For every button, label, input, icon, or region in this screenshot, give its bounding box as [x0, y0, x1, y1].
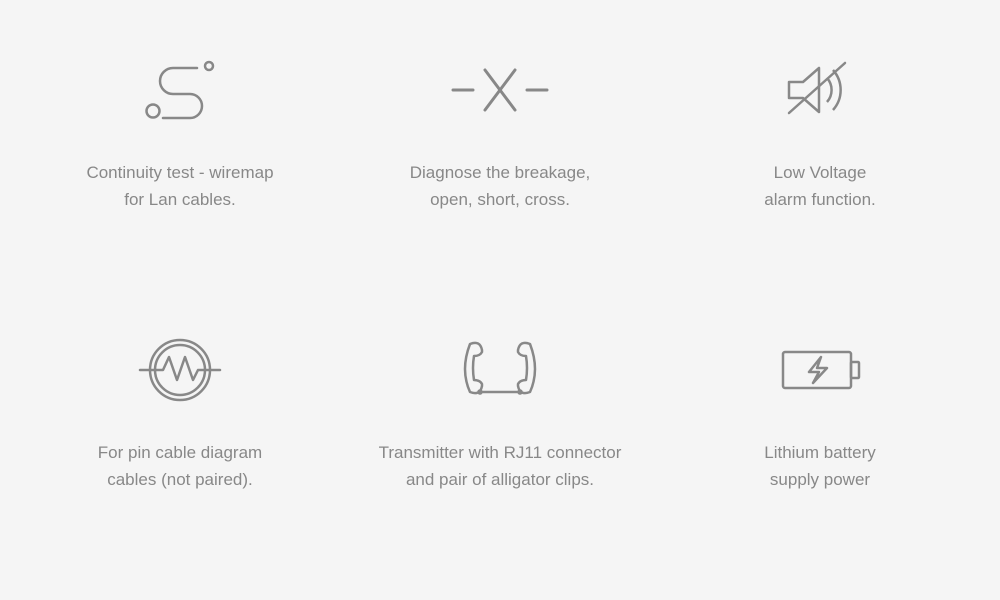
feature-item: Lithium battery supply power [680, 325, 960, 555]
caption-line: Transmitter with RJ11 connector [379, 439, 622, 466]
caption-line: open, short, cross. [410, 186, 591, 213]
caption-line: Low Voltage [764, 159, 876, 186]
pulse-circle-icon [135, 325, 225, 415]
speaker-mute-icon [775, 45, 865, 135]
caption-line: Diagnose the breakage, [410, 159, 591, 186]
wiremap-s-curve-icon [135, 45, 225, 135]
feature-grid: Continuity test - wiremap for Lan cables… [40, 45, 960, 555]
feature-item: Continuity test - wiremap for Lan cables… [40, 45, 320, 275]
feature-item: For pin cable diagram cables (not paired… [40, 325, 320, 555]
feature-caption: For pin cable diagram cables (not paired… [98, 439, 262, 493]
caption-line: Lithium battery [764, 439, 876, 466]
caption-line: and pair of alligator clips. [379, 466, 622, 493]
feature-caption: Transmitter with RJ11 connector and pair… [379, 439, 622, 493]
phone-handsets-icon [450, 325, 550, 415]
caption-line: alarm function. [764, 186, 876, 213]
feature-caption: Continuity test - wiremap for Lan cables… [86, 159, 273, 213]
feature-caption: Lithium battery supply power [764, 439, 876, 493]
feature-caption: Diagnose the breakage, open, short, cros… [410, 159, 591, 213]
battery-bolt-icon [773, 325, 868, 415]
x-break-icon [445, 45, 555, 135]
caption-line: for Lan cables. [86, 186, 273, 213]
caption-line: supply power [764, 466, 876, 493]
caption-line: cables (not paired). [98, 466, 262, 493]
caption-line: For pin cable diagram [98, 439, 262, 466]
feature-caption: Low Voltage alarm function. [764, 159, 876, 213]
feature-item: Transmitter with RJ11 connector and pair… [360, 325, 640, 555]
caption-line: Continuity test - wiremap [86, 159, 273, 186]
feature-item: Diagnose the breakage, open, short, cros… [360, 45, 640, 275]
feature-item: Low Voltage alarm function. [680, 45, 960, 275]
